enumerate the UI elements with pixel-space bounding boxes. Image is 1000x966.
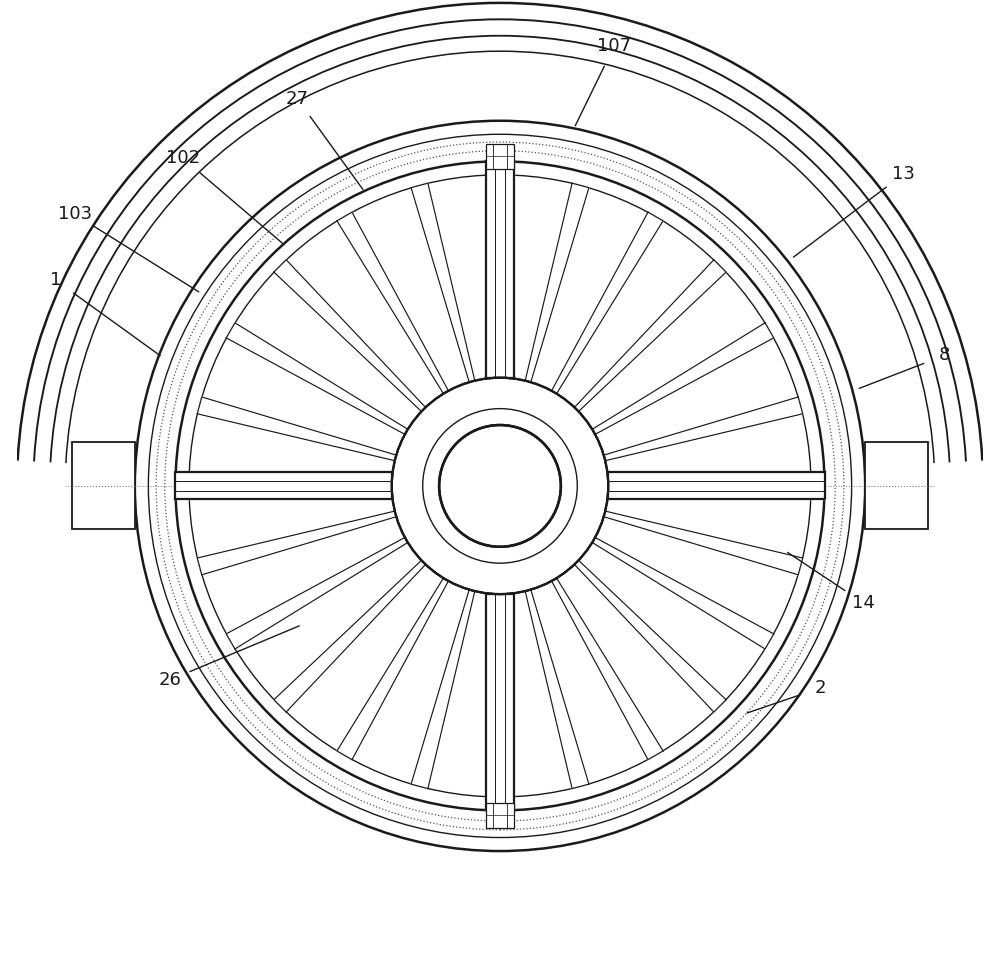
Circle shape [439,425,561,547]
Circle shape [392,378,608,594]
Bar [865,442,928,529]
Polygon shape [592,537,774,649]
Polygon shape [552,213,663,394]
Polygon shape [525,589,589,788]
Polygon shape [604,511,803,575]
Text: 27: 27 [286,90,309,107]
Polygon shape [226,323,408,435]
Polygon shape [337,578,448,759]
Polygon shape [574,260,726,412]
Text: 2: 2 [815,679,826,696]
Polygon shape [491,594,509,797]
Polygon shape [197,397,396,461]
Polygon shape [574,560,726,712]
Polygon shape [552,578,663,759]
Polygon shape [411,184,475,383]
Polygon shape [337,213,448,394]
Polygon shape [274,560,426,712]
Text: 26: 26 [158,671,181,689]
Bar [486,144,514,169]
Polygon shape [608,472,825,499]
Bar [486,803,514,828]
Polygon shape [189,477,392,495]
Polygon shape [491,175,509,378]
Polygon shape [274,260,426,412]
Polygon shape [486,161,514,378]
Text: 14: 14 [852,594,875,611]
Polygon shape [604,397,803,461]
Polygon shape [486,594,514,810]
Polygon shape [592,323,774,435]
Text: 8: 8 [939,347,950,364]
Text: 1: 1 [50,271,61,289]
Bar [72,442,135,529]
Polygon shape [608,477,811,495]
Polygon shape [525,184,589,383]
Text: 102: 102 [166,150,200,167]
Text: 107: 107 [597,38,631,55]
Polygon shape [197,511,396,575]
Polygon shape [175,472,392,499]
Text: 103: 103 [58,206,92,223]
Text: 13: 13 [892,165,915,183]
Polygon shape [411,589,475,788]
Polygon shape [226,537,408,649]
